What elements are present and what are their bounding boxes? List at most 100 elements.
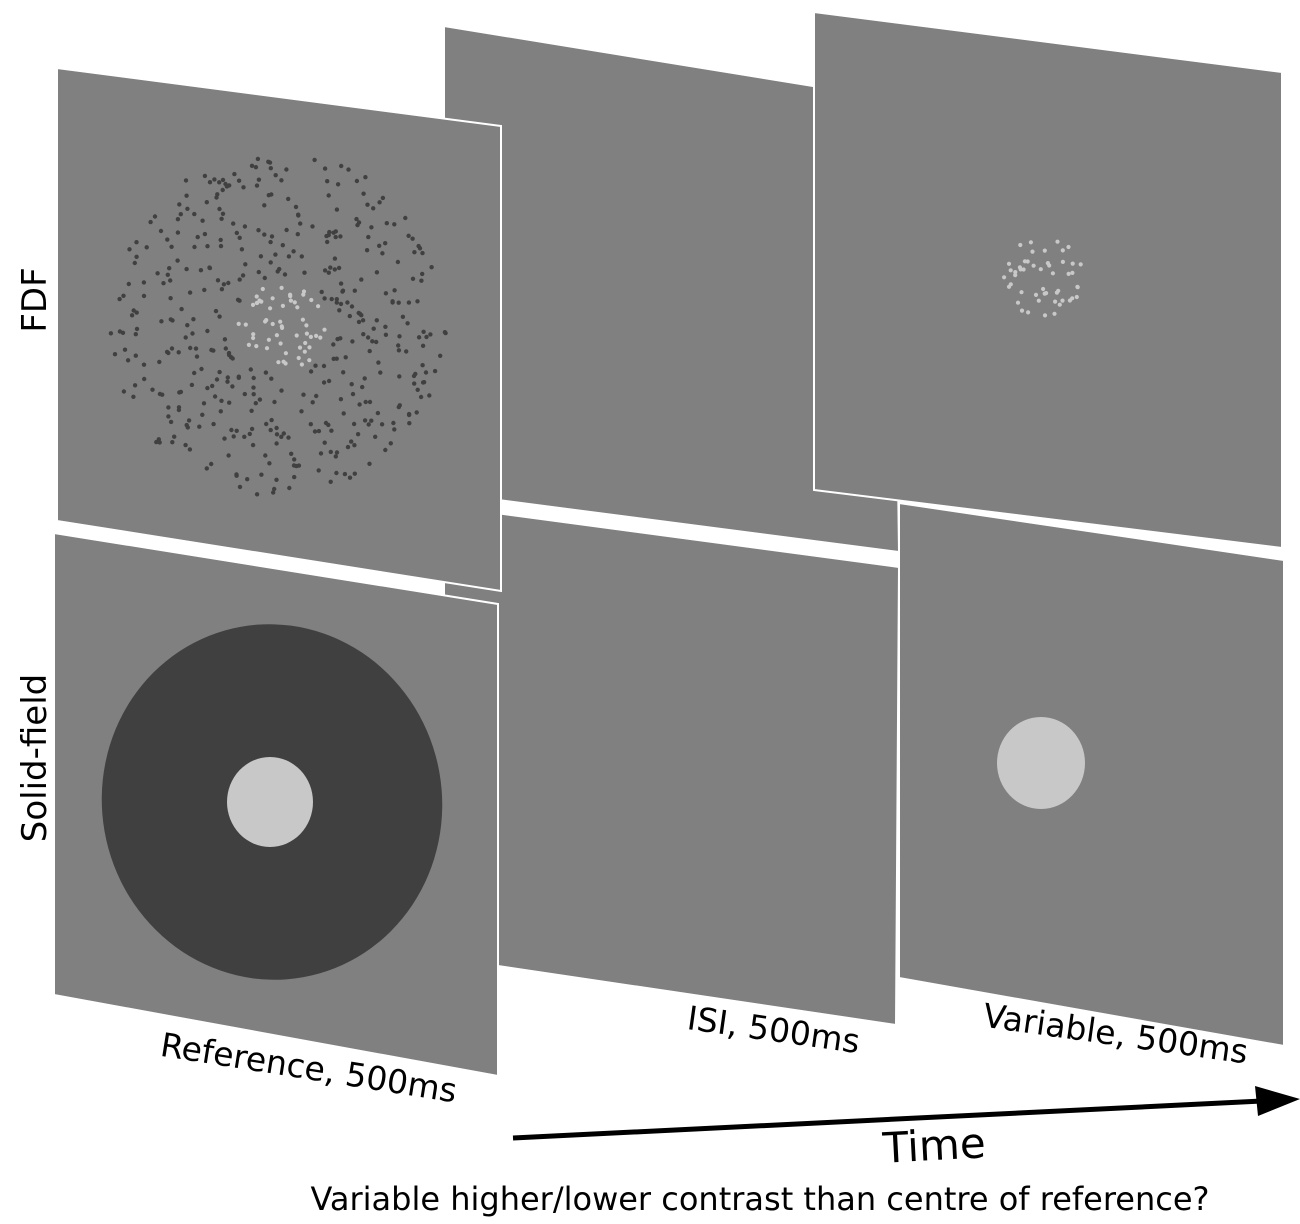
dot [242, 391, 247, 397]
dot [286, 196, 291, 202]
dot [183, 178, 189, 183]
dot [328, 265, 333, 270]
dot [369, 418, 374, 423]
fdf-variable-light-dots [1002, 239, 1083, 318]
dot [255, 300, 260, 305]
dot [377, 243, 382, 248]
dot [214, 377, 220, 382]
dot [1060, 298, 1065, 303]
dot [218, 243, 224, 249]
dot [410, 276, 416, 281]
dot [301, 392, 306, 397]
panel-fdf-reference [56, 66, 502, 593]
dot [395, 259, 401, 265]
dot [1041, 286, 1046, 292]
dot [231, 434, 236, 439]
dot [187, 447, 193, 452]
dot [172, 434, 177, 439]
dot [108, 331, 114, 336]
dot [213, 308, 219, 314]
dot [185, 323, 190, 328]
dot [351, 421, 357, 427]
dot [274, 333, 279, 338]
dot [322, 440, 327, 445]
dot [307, 358, 312, 363]
dot [219, 287, 225, 292]
dot [388, 441, 393, 446]
dot [366, 422, 371, 427]
dot [273, 252, 278, 257]
dot [166, 350, 171, 356]
dot [371, 206, 376, 211]
dot [293, 204, 299, 210]
dot [237, 277, 242, 282]
dot [1075, 284, 1080, 289]
dot [328, 479, 333, 484]
dot [204, 200, 209, 205]
dot [420, 343, 426, 348]
dot [219, 216, 224, 221]
dot [254, 183, 260, 188]
dot [354, 178, 360, 184]
dot [340, 289, 345, 294]
dot [227, 400, 232, 405]
dot [300, 317, 305, 322]
dot [247, 431, 252, 437]
dot [225, 375, 230, 380]
dot [250, 442, 256, 448]
dot [347, 475, 353, 480]
dot [121, 389, 127, 394]
dot [1053, 299, 1058, 304]
dot [337, 308, 342, 313]
dot [367, 348, 372, 354]
dot [1057, 302, 1062, 307]
dot [367, 461, 372, 466]
dot [231, 221, 236, 226]
dot [268, 306, 273, 311]
dot [404, 349, 409, 354]
dot [295, 305, 300, 310]
dot [251, 335, 256, 341]
dot [144, 245, 149, 250]
dot [1036, 298, 1041, 303]
dot [427, 393, 432, 398]
dot [269, 417, 274, 423]
dot [152, 214, 158, 219]
dot [253, 401, 258, 406]
dot [276, 360, 281, 365]
dot [251, 385, 256, 390]
dot [161, 281, 166, 286]
dot [356, 319, 362, 325]
dot [406, 233, 411, 238]
dot [326, 378, 332, 384]
dot [378, 370, 383, 375]
dot [217, 314, 222, 319]
dot [117, 296, 122, 302]
dot [413, 371, 418, 377]
dot [329, 296, 334, 302]
dot [200, 412, 205, 417]
dot [383, 332, 389, 337]
dot [392, 427, 397, 432]
dot [199, 366, 204, 372]
dot [185, 206, 190, 211]
dot [329, 428, 334, 433]
dot [218, 237, 223, 243]
dot [237, 235, 242, 240]
dot [370, 339, 375, 344]
dot [159, 319, 164, 324]
dot [361, 332, 366, 337]
dot [355, 432, 361, 437]
dot [214, 195, 219, 200]
dot [176, 405, 182, 410]
dot [322, 268, 328, 273]
dot [322, 166, 328, 171]
dot [195, 234, 200, 240]
task-question: Variable higher/lower contrast than cent… [310, 1180, 1209, 1218]
dot [392, 222, 397, 227]
dot [256, 269, 261, 275]
dot [278, 341, 283, 346]
dot [132, 260, 137, 266]
dot [302, 270, 307, 275]
dot [131, 394, 136, 399]
